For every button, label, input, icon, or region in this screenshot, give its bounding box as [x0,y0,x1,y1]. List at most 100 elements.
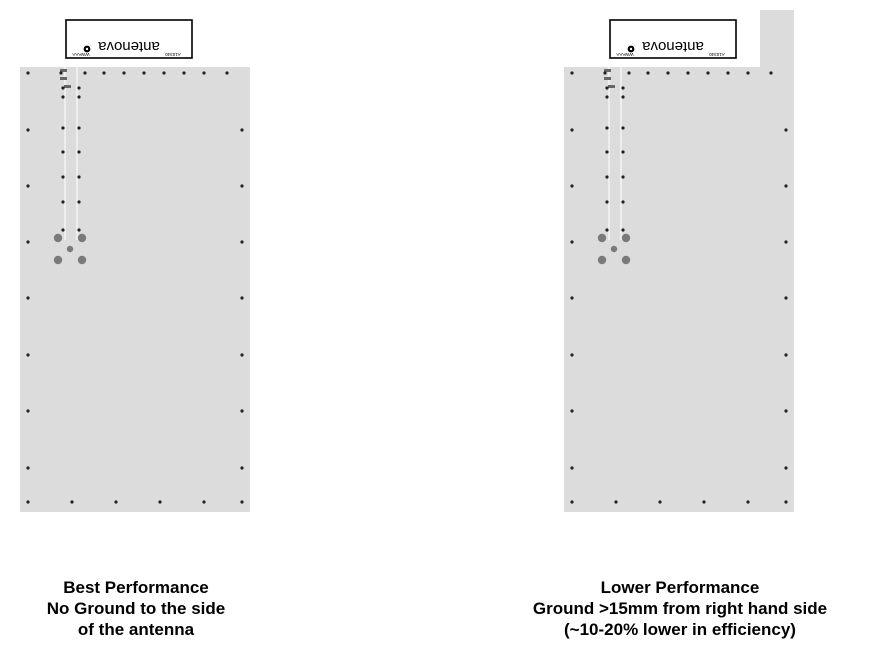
caption-line-1: Best Performance [63,578,209,597]
via-hole [26,353,30,357]
via-hole [784,353,788,357]
connector-pad [53,233,63,243]
via-hole [61,175,65,179]
via-hole [603,71,607,75]
via-hole [666,71,670,75]
via-hole [61,86,65,90]
via-hole [726,71,730,75]
via-hole [77,150,81,154]
via-hole [240,353,244,357]
via-hole [706,71,710,75]
via-hole [784,296,788,300]
via-hole [621,175,625,179]
caption-lower-performance: Lower Performance Ground >15mm from righ… [470,577,890,640]
connector-pad [610,245,618,253]
via-hole [784,409,788,413]
connector-pad [621,233,631,243]
via-hole [570,466,574,470]
antenna-brand-text: antenova [97,38,159,55]
antenna-mark-left: WWAAA [616,52,633,57]
connector-pad [597,255,607,265]
via-hole [77,228,81,232]
via-hole [621,86,625,90]
via-hole [61,228,65,232]
pcb-layout-best: antenova WWAAA A10340 [20,10,250,512]
via-hole [70,500,74,504]
via-hole [202,500,206,504]
via-hole [605,126,609,130]
caption-line-2: Ground >15mm from right hand side [532,599,828,618]
via-hole [26,240,30,244]
caption-line-2: No Ground to the side [46,599,226,618]
via-hole [570,409,574,413]
via-hole [102,71,106,75]
via-hole [570,240,574,244]
feed-traces [608,67,622,240]
via-hole [570,500,574,504]
connector-pads [53,233,87,265]
via-hole [61,150,65,154]
via-hole [621,228,625,232]
connector-pad [621,255,631,265]
antenna-chip: antenova WWAAA A10340 [65,19,193,59]
via-hole [784,500,788,504]
antenna-mark-left: WWAAA [72,52,89,57]
via-hole [627,71,631,75]
via-hole [26,296,30,300]
via-hole [142,71,146,75]
via-hole [769,71,773,75]
via-hole [686,71,690,75]
via-holes [570,71,788,504]
caption-line-3: (~10-20% lower in efficiency) [564,620,796,639]
via-hole [77,95,81,99]
connector-pad [66,245,74,253]
via-hole [614,500,618,504]
via-hole [702,500,706,504]
via-hole [61,95,65,99]
feed-traces [64,67,78,240]
via-hole [240,466,244,470]
via-hole [26,128,30,132]
connector-pad [77,255,87,265]
via-hole [77,126,81,130]
via-hole [658,500,662,504]
via-hole [784,128,788,132]
via-hole [83,71,87,75]
antenna-chip: antenova WWAAA A10340 [609,19,737,59]
via-hole [746,500,750,504]
board-lower-performance: antenova WWAAA A10340 [564,10,794,512]
via-hole [605,200,609,204]
via-hole [26,184,30,188]
via-hole [202,71,206,75]
matching-components [60,69,71,88]
via-hole [570,353,574,357]
via-hole [77,175,81,179]
via-hole [182,71,186,75]
via-hole [570,128,574,132]
antenna-brand-text: antenova [641,38,703,55]
via-hole [605,86,609,90]
via-hole [605,228,609,232]
caption-line-1: Lower Performance [600,578,760,597]
via-hole [59,71,63,75]
via-hole [26,71,30,75]
matching-components [604,69,615,88]
via-hole [61,200,65,204]
via-hole [158,500,162,504]
connector-pads [597,233,631,265]
via-hole [61,126,65,130]
via-hole [621,200,625,204]
via-hole [570,184,574,188]
via-hole [621,95,625,99]
board-best-performance: antenova WWAAA A10340 [20,10,250,512]
pcb-layout-lower: antenova WWAAA A10340 [564,10,794,512]
via-hole [605,175,609,179]
via-hole [605,95,609,99]
via-hole [240,500,244,504]
connector-pad [53,255,63,265]
connector-pad [77,233,87,243]
via-hole [26,466,30,470]
via-hole [784,240,788,244]
via-hole [77,200,81,204]
via-hole [746,71,750,75]
